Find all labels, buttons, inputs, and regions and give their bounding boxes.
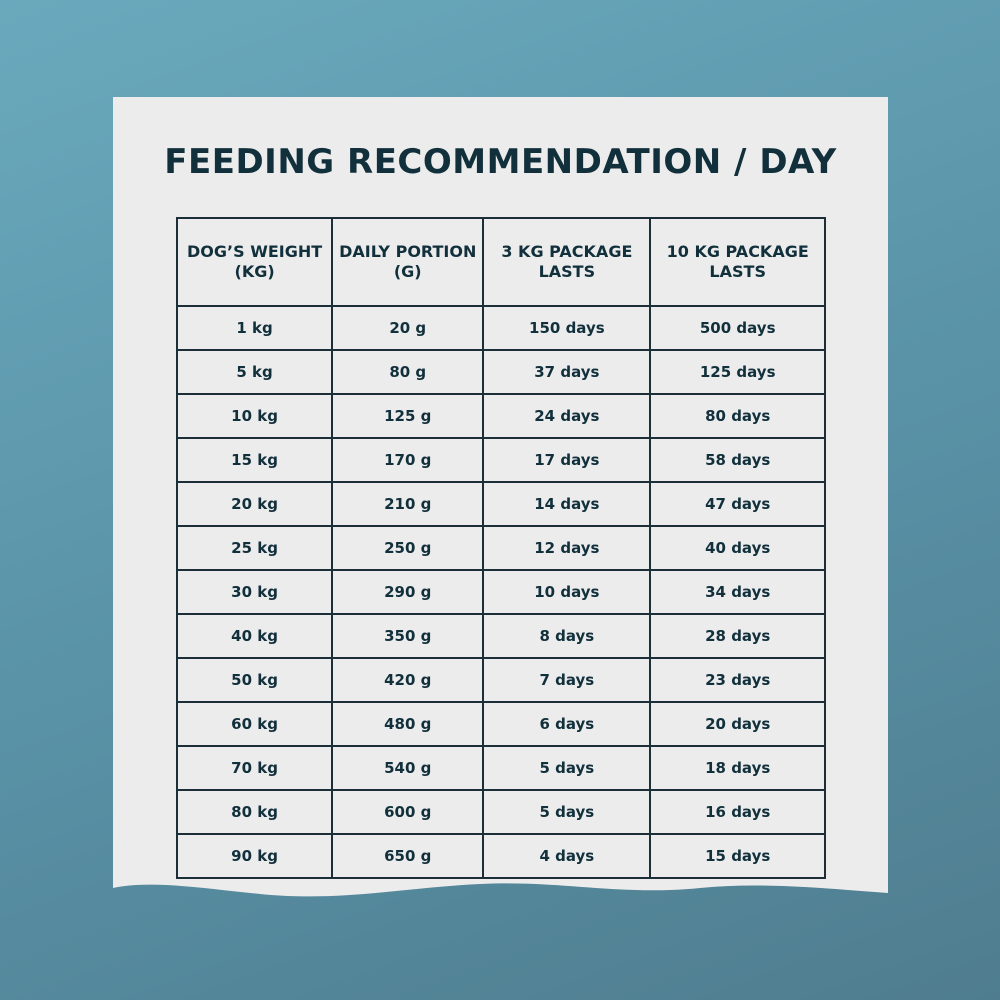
table-cell: 50 kg xyxy=(175,657,334,703)
table-cell: 500 days xyxy=(649,305,826,351)
table-cell: 170 g xyxy=(331,437,485,483)
table-cell: 25 kg xyxy=(175,525,334,571)
header-cell: 10 KG PACKAGE LASTS xyxy=(649,217,826,307)
table-cell: 80 kg xyxy=(175,789,334,835)
table-cell: 600 g xyxy=(331,789,485,835)
table-cell: 80 days xyxy=(649,393,826,439)
header-cell: DOG’S WEIGHT (KG) xyxy=(175,217,334,307)
table-cell: 15 kg xyxy=(175,437,334,483)
table-cell: 58 days xyxy=(649,437,826,483)
table-cell: 16 days xyxy=(649,789,826,835)
table-cell: 12 days xyxy=(482,525,652,571)
table-cell: 20 days xyxy=(649,701,826,747)
table-row: 5 kg 80 g 37 days 125 days xyxy=(175,349,826,395)
table-cell: 37 days xyxy=(482,349,652,395)
table-cell: 40 kg xyxy=(175,613,334,659)
table-cell: 80 g xyxy=(331,349,485,395)
table-cell: 60 kg xyxy=(175,701,334,747)
table-cell: 6 days xyxy=(482,701,652,747)
table-cell: 150 days xyxy=(482,305,652,351)
table-row: 20 kg 210 g 14 days 47 days xyxy=(175,481,826,527)
table-cell: 90 kg xyxy=(175,833,334,879)
table-cell: 8 days xyxy=(482,613,652,659)
table-cell: 18 days xyxy=(649,745,826,791)
header-row: DOG’S WEIGHT (KG) DAILY PORTION (G) 3 KG P… xyxy=(175,217,826,307)
table-cell: 20 kg xyxy=(175,481,334,527)
table-cell: 540 g xyxy=(331,745,485,791)
table-cell: 350 g xyxy=(331,613,485,659)
table-cell: 125 g xyxy=(331,393,485,439)
table-cell: 1 kg xyxy=(175,305,334,351)
table-cell: 23 days xyxy=(649,657,826,703)
table-cell: 7 days xyxy=(482,657,652,703)
table-cell: 650 g xyxy=(331,833,485,879)
table-cell: 15 days xyxy=(649,833,826,879)
table-row: 15 kg 170 g 17 days 58 days xyxy=(175,437,826,483)
table-cell: 5 days xyxy=(482,745,652,791)
table-row: 10 kg 125 g 24 days 80 days xyxy=(175,393,826,439)
table-cell: 47 days xyxy=(649,481,826,527)
table-cell: 5 days xyxy=(482,789,652,835)
title: FEEDING RECOMMENDATION / DAY xyxy=(164,142,837,182)
table-cell: 480 g xyxy=(331,701,485,747)
feeding-table: DOG’S WEIGHT (KG) DAILY PORTION (G) 3 KG P… xyxy=(175,217,826,879)
table-row: 25 kg 250 g 12 days 40 days xyxy=(175,525,826,571)
table-cell: 17 days xyxy=(482,437,652,483)
table-cell: 10 days xyxy=(482,569,652,615)
table-cell: 30 kg xyxy=(175,569,334,615)
table-cell: 28 days xyxy=(649,613,826,659)
table-cell: 250 g xyxy=(331,525,485,571)
header-cell: 3 KG PACKAGE LASTS xyxy=(482,217,652,307)
table-cell: 20 g xyxy=(331,305,485,351)
table-row: 30 kg 290 g 10 days 34 days xyxy=(175,569,826,615)
table-cell: 40 days xyxy=(649,525,826,571)
table-cell: 5 kg xyxy=(175,349,334,395)
table-cell: 34 days xyxy=(649,569,826,615)
table-cell: 4 days xyxy=(482,833,652,879)
table-cell: 420 g xyxy=(331,657,485,703)
table-cell: 125 days xyxy=(649,349,826,395)
table-cell: 24 days xyxy=(482,393,652,439)
table-cell: 290 g xyxy=(331,569,485,615)
table-cell: 70 kg xyxy=(175,745,334,791)
header-cell: DAILY PORTION (G) xyxy=(331,217,485,307)
table-cell: 14 days xyxy=(482,481,652,527)
table-row: 1 kg 20 g 150 days 500 days xyxy=(175,305,826,351)
table-cell: 210 g xyxy=(331,481,485,527)
table-cell: 10 kg xyxy=(175,393,334,439)
